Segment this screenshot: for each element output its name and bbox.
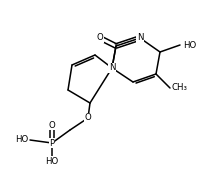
- Text: CH₃: CH₃: [171, 84, 187, 93]
- Text: O: O: [48, 121, 55, 130]
- Text: N: N: [108, 63, 115, 72]
- Text: N: N: [136, 33, 143, 43]
- Text: O: O: [96, 33, 103, 43]
- Text: O: O: [84, 114, 91, 123]
- Text: HO: HO: [182, 40, 195, 49]
- Text: P: P: [49, 139, 54, 148]
- Text: HO: HO: [15, 135, 28, 144]
- Text: HO: HO: [45, 157, 58, 165]
